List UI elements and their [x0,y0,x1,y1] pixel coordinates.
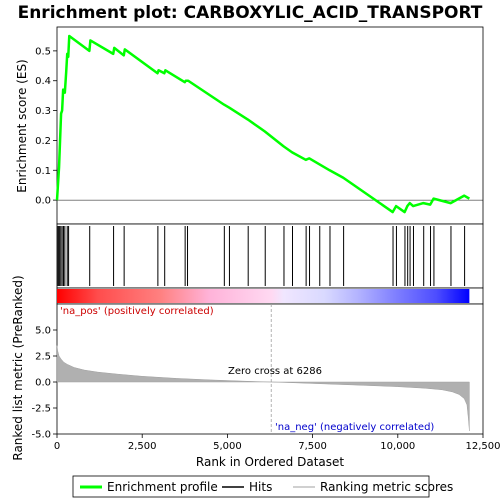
metric-y-tick-label: 0.0 [35,378,51,389]
legend-enrichment-label: Enrichment profile [107,480,218,494]
zero-cross-annotation: Zero cross at 6286 [228,366,322,377]
x-tick-label: 7,500 [298,441,327,452]
colorbar-gradient [57,289,470,303]
metric-y-tick-label: -5.0 [31,430,51,441]
metric-y-ticks: -5.0 -2.5 0.0 2.5 5.0 [31,326,57,441]
metric-y-tick-label: 2.5 [35,352,51,363]
enrichment-profile-line [55,34,470,214]
x-tick-label: 10,000 [380,441,415,452]
legend-metric-label: Ranking metric scores [320,480,453,494]
metric-area [56,304,470,434]
hits-area [56,223,484,289]
chart-title: Enrichment plot: CARBOXYLIC_ACID_TRANSPO… [18,3,483,23]
x-axis-label: Rank in Ordered Dataset [196,455,344,469]
x-axis-ticks: 0 2,500 5,000 7,500 10,000 12,500 [54,434,500,452]
rank-colorbar [56,287,484,305]
es-panel: 0.0 0.1 0.2 0.3 0.4 0.5 Enrichment score (ES) [15,26,484,225]
legend-hits-label: Hits [249,480,272,494]
es-y-axis-label: Enrichment score (ES) [15,59,29,192]
x-tick-label: 12,500 [466,441,500,452]
x-tick-label: 5,000 [213,441,242,452]
legend: Enrichment profile Hits Ranking metric s… [72,475,453,498]
es-y-tick-label: 0.3 [35,106,51,117]
es-y-tick-label: 0.4 [35,76,51,87]
metric-y-axis-label: Ranked list metric (PreRanked) [11,275,25,460]
es-y-tick-label: 0.0 [35,196,51,207]
x-tick-label: 0 [54,441,60,452]
es-y-tick-label: 0.1 [35,166,51,177]
es-plot-area [56,26,484,225]
x-tick-label: 2,500 [128,441,157,452]
ranking-metric-area [56,345,470,431]
es-y-tick-label: 0.2 [35,136,51,147]
metric-panel: -5.0 -2.5 0.0 2.5 5.0 'na_pos' (positively c… [11,275,484,461]
es-y-tick-label: 0.5 [35,46,51,57]
es-lines [55,34,483,214]
neg-annotation: 'na_neg' (negatively correlated) [275,422,434,433]
hit-lines [56,226,466,286]
metric-y-tick-label: -2.5 [31,404,51,415]
es-y-ticks: 0.0 0.1 0.2 0.3 0.4 0.5 [35,46,57,207]
hits-panel [56,223,484,289]
metric-y-tick-label: 5.0 [35,326,51,337]
pos-annotation: 'na_pos' (positively correlated) [60,306,214,317]
metric-plot-area [56,303,484,435]
legend-box [72,475,430,498]
